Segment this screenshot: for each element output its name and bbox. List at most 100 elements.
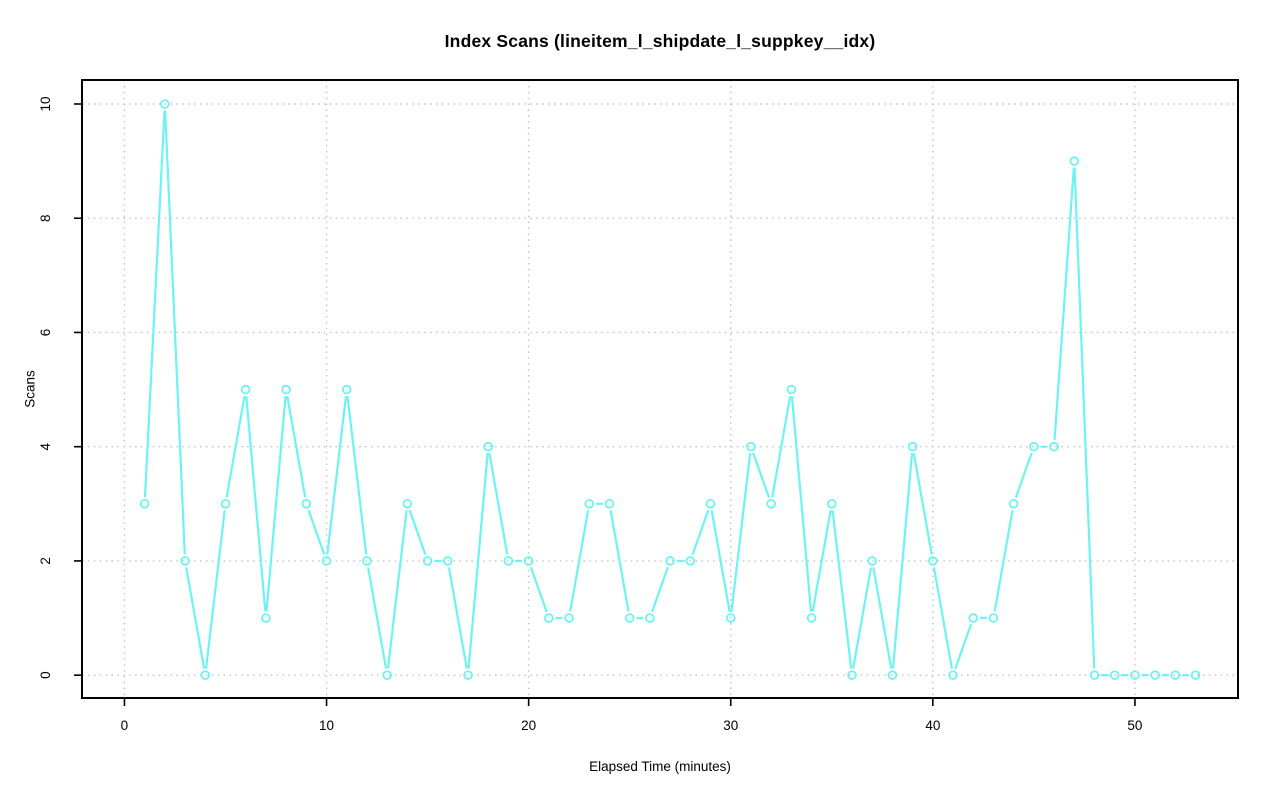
- series-line-segment: [691, 509, 710, 555]
- data-point-marker: [826, 499, 837, 509]
- series-line-segment: [771, 395, 792, 498]
- data-point-marker: [847, 670, 857, 680]
- data-point-marker: [705, 499, 716, 509]
- series-line-segment: [1015, 452, 1033, 498]
- data-point-marker: [463, 670, 473, 680]
- series-line-segment: [286, 395, 307, 498]
- data-point-marker: [746, 441, 756, 452]
- data-point-marker: [1049, 441, 1059, 452]
- series-line-segment: [346, 395, 368, 555]
- series-line-segment: [609, 510, 630, 612]
- data-point-marker: [240, 384, 251, 395]
- data-point-marker: [261, 613, 271, 623]
- series-line-segment: [326, 395, 347, 555]
- data-point-marker: [1089, 670, 1100, 680]
- data-point-marker: [160, 99, 170, 109]
- data-point-marker: [544, 613, 554, 623]
- data-point-marker: [321, 556, 332, 566]
- series-line-segment: [205, 510, 226, 669]
- data-point-marker: [301, 499, 312, 509]
- data-point-marker: [523, 556, 534, 566]
- data-point-marker: [341, 384, 352, 395]
- data-point-marker: [1130, 670, 1140, 680]
- data-point-marker: [382, 670, 392, 680]
- series-line-segment: [933, 567, 953, 669]
- y-tick-label: 2: [38, 557, 53, 565]
- series-line-segment: [752, 452, 770, 498]
- data-point-marker: [1170, 670, 1181, 680]
- series-line-segment: [831, 510, 853, 669]
- x-axis-label: Elapsed Time (minutes): [589, 759, 731, 774]
- data-point-marker: [1008, 499, 1019, 509]
- data-point-marker: [968, 613, 979, 623]
- series-line-segment: [143, 110, 166, 498]
- data-point-marker: [1109, 670, 1120, 680]
- series-line-segment: [386, 510, 408, 669]
- data-point-marker: [584, 499, 595, 509]
- series-line-segment: [852, 567, 872, 669]
- data-point-marker: [887, 670, 898, 680]
- data-point-marker: [564, 613, 574, 623]
- series-line-segment: [185, 567, 206, 669]
- x-tick-label: 30: [723, 718, 738, 733]
- data-point-marker: [867, 556, 878, 566]
- data-point-marker: [139, 499, 150, 509]
- series-line-segment: [225, 395, 246, 498]
- series-line-segment: [954, 624, 972, 670]
- x-tick-label: 40: [925, 718, 940, 733]
- data-point-marker: [988, 613, 999, 623]
- chart-title: Index Scans (lineitem_l_shipdate_l_suppk…: [444, 31, 876, 51]
- data-point-marker: [907, 441, 918, 452]
- y-tick-label: 10: [38, 96, 53, 111]
- series-line-segment: [467, 453, 489, 669]
- x-tick-label: 10: [319, 718, 334, 733]
- data-point-marker: [645, 613, 655, 623]
- series-line-segment: [488, 452, 509, 555]
- series-line-segment: [891, 453, 914, 669]
- data-point-marker: [786, 384, 797, 395]
- series-line-segment: [790, 395, 813, 612]
- x-tick-label: 50: [1127, 718, 1142, 733]
- data-point-marker: [362, 556, 372, 566]
- data-point-marker: [200, 670, 211, 680]
- x-tick-label: 20: [521, 718, 536, 733]
- data-point-marker: [1029, 441, 1039, 452]
- data-point-marker: [604, 499, 615, 509]
- data-point-marker: [402, 499, 413, 509]
- series-line-segment: [448, 567, 468, 669]
- data-point-marker: [725, 613, 736, 623]
- y-tick-label: 0: [38, 671, 53, 679]
- series-line-segment: [993, 510, 1014, 612]
- series-line-segment: [811, 510, 832, 612]
- series-line-segment: [164, 110, 186, 555]
- data-point-marker: [928, 556, 938, 566]
- data-point-marker: [1150, 670, 1160, 680]
- series-line-segment: [710, 510, 731, 612]
- series-line-segment: [530, 566, 548, 613]
- data-point-marker: [948, 670, 958, 680]
- series-line-segment: [730, 453, 752, 612]
- data-point-marker: [281, 384, 291, 395]
- y-tick-label: 6: [38, 329, 53, 337]
- data-point-marker: [624, 613, 635, 623]
- data-point-marker: [685, 556, 696, 566]
- series-line-segment: [245, 395, 267, 612]
- y-tick-label: 8: [38, 214, 53, 222]
- x-tick-label: 0: [121, 718, 129, 733]
- data-point-marker: [806, 613, 817, 623]
- y-axis-label: Scans: [22, 370, 38, 408]
- data-point-marker: [442, 556, 453, 566]
- y-tick-label: 4: [38, 442, 53, 450]
- series-line-segment: [912, 452, 933, 555]
- data-point-marker: [422, 556, 433, 566]
- data-point-marker: [180, 556, 190, 566]
- data-point-marker: [766, 499, 776, 509]
- data-point-marker: [483, 441, 494, 452]
- data-point-marker: [503, 556, 514, 566]
- series-line-segment: [367, 567, 387, 669]
- series-line-segment: [1053, 167, 1075, 441]
- series-line-segment: [265, 395, 287, 612]
- series-line-segment: [408, 509, 427, 555]
